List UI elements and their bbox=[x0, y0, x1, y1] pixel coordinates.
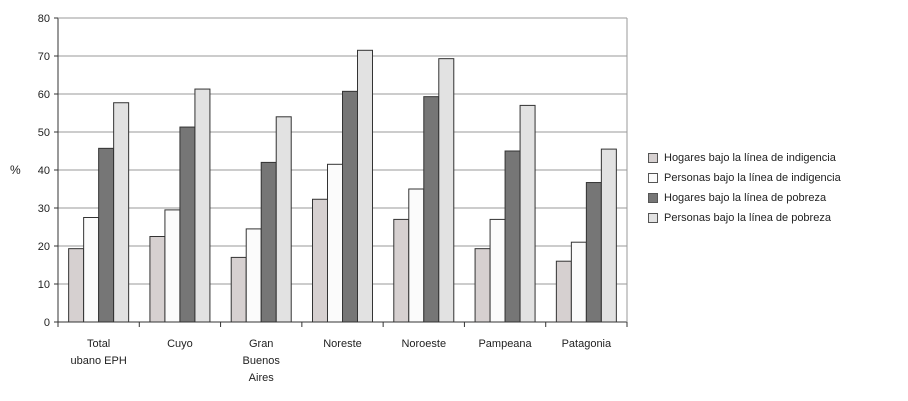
bar bbox=[230, 256, 247, 323]
legend: Hogares bajo la línea de indigencia Pers… bbox=[648, 148, 841, 228]
y-tick-label: 80 bbox=[38, 13, 50, 25]
bar bbox=[312, 198, 328, 323]
x-tick-label: Patagonia bbox=[562, 338, 612, 350]
x-tick-label: Gran bbox=[249, 338, 273, 350]
bar bbox=[474, 248, 491, 323]
bar bbox=[504, 150, 521, 323]
bar bbox=[194, 88, 211, 323]
bar bbox=[149, 236, 166, 323]
legend-label: Personas bajo la línea de pobreza bbox=[664, 212, 831, 224]
y-tick-label: 0 bbox=[44, 317, 50, 329]
bar bbox=[275, 116, 292, 323]
bar bbox=[519, 104, 536, 323]
bar bbox=[260, 161, 277, 323]
axes bbox=[54, 17, 628, 327]
bar bbox=[83, 217, 100, 323]
legend-swatch bbox=[648, 173, 658, 183]
x-tick-label: Cuyo bbox=[167, 338, 193, 350]
legend-swatch bbox=[648, 193, 658, 203]
y-tick-label: 20 bbox=[38, 241, 50, 253]
tick-labels: 0 10 20 30 40 50 60 70 80% Total ubano EPH Cuyo Gran… bbox=[10, 13, 612, 384]
legend-item: Hogares bajo la línea de pobreza bbox=[648, 188, 841, 208]
x-tick-label: Pampeana bbox=[478, 338, 532, 350]
legend-item: Hogares bajo la línea de indigencia bbox=[648, 148, 841, 168]
y-axis-label: % bbox=[10, 163, 21, 177]
x-tick-label: Aires bbox=[249, 372, 275, 384]
y-tick-label: 60 bbox=[38, 89, 50, 101]
bar bbox=[98, 147, 115, 323]
bar bbox=[585, 182, 602, 323]
bar bbox=[570, 241, 587, 323]
legend-swatch bbox=[648, 213, 658, 223]
legend-item: Personas bajo la línea de indigencia bbox=[648, 168, 841, 188]
bar bbox=[489, 218, 506, 323]
bar bbox=[555, 260, 572, 323]
bar bbox=[164, 209, 181, 323]
bar bbox=[68, 248, 85, 323]
legend-item: Personas bajo la línea de pobreza bbox=[648, 208, 841, 228]
x-tick-label: Total bbox=[87, 338, 110, 350]
bar bbox=[327, 163, 343, 323]
legend-label: Personas bajo la línea de indigencia bbox=[664, 172, 841, 184]
legend-label: Hogares bajo la línea de indigencia bbox=[664, 152, 836, 164]
x-tick-label: Buenos bbox=[243, 355, 281, 367]
y-tick-label: 40 bbox=[38, 165, 50, 177]
bar bbox=[245, 228, 262, 323]
y-tick-label: 50 bbox=[38, 127, 50, 139]
bar bbox=[113, 102, 130, 323]
bar bbox=[179, 126, 196, 323]
x-tick-label: Noreste bbox=[323, 338, 362, 350]
bar bbox=[342, 90, 358, 323]
y-tick-label: 30 bbox=[38, 203, 50, 215]
bar bbox=[408, 188, 425, 323]
bar bbox=[423, 96, 440, 323]
legend-label: Hogares bajo la línea de pobreza bbox=[664, 192, 827, 204]
bar bbox=[393, 218, 410, 323]
y-tick-label: 70 bbox=[38, 51, 50, 63]
bar bbox=[357, 49, 373, 323]
bars bbox=[68, 49, 617, 323]
x-tick-label: Noroeste bbox=[401, 338, 446, 350]
bar bbox=[438, 58, 455, 323]
bar bbox=[600, 148, 617, 323]
y-tick-label: 10 bbox=[38, 279, 50, 291]
legend-swatch bbox=[648, 153, 658, 163]
x-tick-label: ubano EPH bbox=[71, 355, 127, 367]
